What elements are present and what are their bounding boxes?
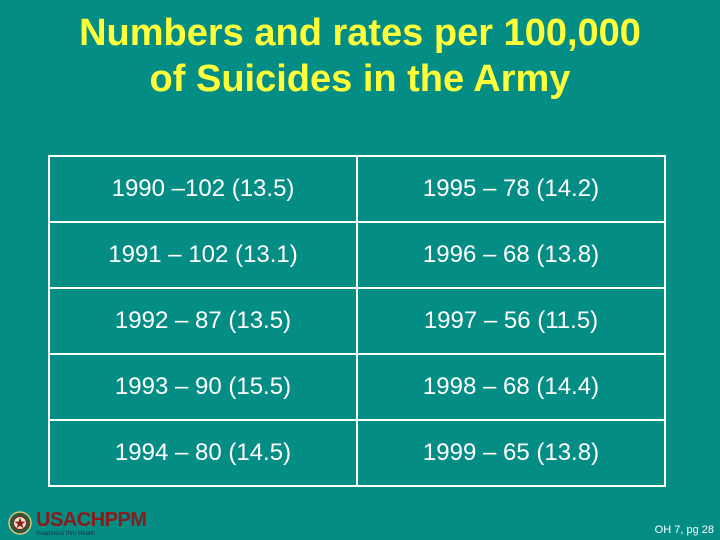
table-cell: 1998 – 68 (14.4) bbox=[356, 353, 666, 421]
table-cell: 1997 – 56 (11.5) bbox=[356, 287, 666, 355]
table-cell: 1999 – 65 (13.8) bbox=[356, 419, 666, 487]
logo-text: USACHPPM bbox=[36, 508, 147, 531]
table-cell: 1991 – 102 (13.1) bbox=[48, 221, 358, 289]
slide-title-line-2: of Suicides in the Army bbox=[149, 58, 571, 100]
slide-title-line-1: Numbers and rates per 100,000 bbox=[79, 12, 641, 54]
table-row: 1993 – 90 (15.5) 1998 – 68 (14.4) bbox=[48, 353, 666, 421]
table-cell: 1996 – 68 (13.8) bbox=[356, 221, 666, 289]
usachppm-logo: USACHPPM Readiness thru Health bbox=[8, 508, 147, 538]
suicide-data-table: 1990 –102 (13.5) 1995 – 78 (14.2) 1991 –… bbox=[48, 155, 666, 487]
table-cell: 1990 –102 (13.5) bbox=[48, 155, 358, 223]
table-row: 1994 – 80 (14.5) 1999 – 65 (13.8) bbox=[48, 419, 666, 487]
slide-title: Numbers and rates per 100,000 of Suicide… bbox=[0, 10, 720, 102]
table-cell: 1992 – 87 (13.5) bbox=[48, 287, 358, 355]
table-cell: 1995 – 78 (14.2) bbox=[356, 155, 666, 223]
table-cell: 1994 – 80 (14.5) bbox=[48, 419, 358, 487]
table-row: 1990 –102 (13.5) 1995 – 78 (14.2) bbox=[48, 155, 666, 223]
table-cell: 1993 – 90 (15.5) bbox=[48, 353, 358, 421]
footer-reference: OH 7, pg 28 bbox=[654, 524, 714, 536]
table-row: 1992 – 87 (13.5) 1997 – 56 (11.5) bbox=[48, 287, 666, 355]
emblem-icon bbox=[8, 511, 32, 535]
table-row: 1991 – 102 (13.1) 1996 – 68 (13.8) bbox=[48, 221, 666, 289]
logo-tagline: Readiness thru Health bbox=[36, 530, 96, 537]
